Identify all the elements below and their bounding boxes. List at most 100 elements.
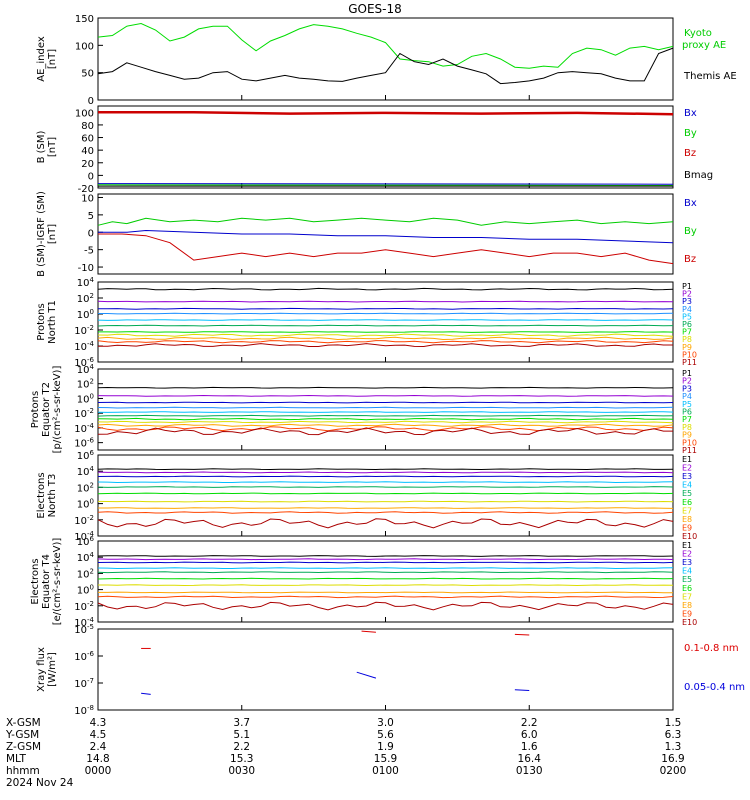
y-tick-label: 100 — [77, 308, 94, 321]
series-line-bz — [98, 233, 674, 265]
y-axis-label: Equator T2 — [41, 382, 52, 437]
series-line-e10 — [97, 601, 674, 611]
legend-bmag: Bmag — [684, 170, 713, 181]
ephemeris-value: 16.4 — [517, 753, 541, 765]
series-line-p9 — [97, 336, 674, 341]
legend-themis-ae: Themis AE — [683, 71, 737, 82]
legend-p1: P1 — [682, 282, 692, 291]
legend-p7: P7 — [682, 328, 692, 337]
y-tick-label: 60 — [81, 134, 94, 145]
y-tick-label: 80 — [81, 121, 94, 132]
panel-frame — [97, 281, 674, 363]
legend-bx: Bx — [684, 198, 697, 209]
y-tick-label: 10-4 — [74, 340, 94, 353]
y-tick-label: 100 — [77, 498, 94, 511]
legend-e8: E8 — [682, 601, 692, 610]
legend-e2: E2 — [682, 550, 692, 559]
legend-p9: P9 — [682, 431, 692, 440]
legend-by: By — [684, 128, 697, 139]
ephemeris-value: 1.3 — [664, 741, 682, 753]
ephemeris-label-zgsm: Z-GSM — [6, 741, 42, 753]
y-axis-label: [nT] — [47, 49, 58, 69]
y-tick-label: -20 — [78, 184, 94, 195]
series-line-bx — [98, 229, 674, 244]
legend-e9: E9 — [682, 523, 692, 532]
ephemeris-value: 5.1 — [233, 729, 251, 741]
y-axis-label: B (SM) — [36, 130, 47, 163]
series-line-p2 — [97, 394, 674, 397]
legend-kyoto: Kyoto — [684, 28, 712, 39]
ephemeris-value: 0000 — [84, 765, 112, 777]
y-axis-label: North T3 — [47, 474, 58, 518]
series-line-e10 — [97, 518, 674, 529]
ephemeris-label-ygsm: Y-GSM — [6, 729, 40, 741]
series-line-0-05-0-4-nm — [514, 689, 530, 692]
y-tick-label: 10-6 — [74, 650, 94, 663]
ephemeris-value: 4.5 — [89, 729, 107, 741]
y-tick-label: 50 — [81, 69, 94, 80]
panel-frame — [97, 17, 674, 101]
y-tick-label: 10-8 — [74, 704, 94, 717]
y-tick-label: 10-7 — [74, 677, 94, 690]
legend-e3: E3 — [682, 558, 692, 567]
legend-p4: P4 — [682, 305, 692, 314]
legend-e6: E6 — [682, 584, 692, 593]
ephemeris-value: 3.7 — [233, 717, 251, 729]
series-line-e9 — [97, 595, 674, 599]
legend-e6: E6 — [682, 498, 692, 507]
y-tick-label: 10-2 — [74, 514, 94, 527]
series-line-e5 — [97, 571, 674, 574]
legend-e7: E7 — [682, 592, 692, 601]
ephemeris-value: 0200 — [659, 765, 687, 777]
legend-p6: P6 — [682, 408, 692, 417]
ephemeris-value: 0100 — [372, 765, 399, 777]
y-tick-label: 10-2 — [74, 324, 94, 337]
panel-frame — [97, 454, 674, 537]
legend-0-1-0-8-nm: 0.1-0.8 nm — [684, 643, 739, 654]
series-line-0-1-0-8-nm — [514, 633, 530, 636]
ephemeris-value: 4.3 — [89, 717, 107, 729]
y-tick-label: 150 — [75, 14, 94, 25]
plot-title: GOES-18 — [348, 2, 402, 16]
y-tick-label: 10-2 — [74, 407, 94, 420]
legend-e1: E1 — [682, 455, 692, 464]
y-tick-label: 10-6 — [74, 437, 94, 450]
y-tick-label: 10-4 — [74, 530, 94, 543]
panel-frame — [97, 628, 674, 711]
ephemeris-value: 0130 — [515, 765, 543, 777]
series-line-0-05-0-4-nm — [141, 692, 151, 695]
y-axis-label: [nT] — [47, 224, 58, 244]
y-tick-label: 102 — [77, 378, 94, 391]
ephemeris-value: 3.0 — [377, 717, 394, 729]
legend-e3: E3 — [682, 472, 692, 481]
legend-p7: P7 — [682, 415, 692, 424]
y-tick-label: 100 — [75, 108, 94, 119]
legend-p2: P2 — [682, 290, 692, 299]
series-line-p1 — [97, 386, 674, 389]
series-line-p8 — [97, 420, 674, 424]
y-tick-label: 106 — [77, 449, 95, 462]
legend-e10: E10 — [682, 532, 697, 541]
y-axis-label: Electrons — [30, 558, 41, 604]
legend-p3: P3 — [682, 384, 692, 393]
series-line-kyoto-proxy-ae — [97, 22, 674, 69]
ephemeris-value: 15.9 — [373, 753, 398, 765]
y-tick-label: 100 — [77, 584, 94, 597]
legend-p5: P5 — [682, 400, 692, 409]
legend-p2: P2 — [682, 377, 692, 386]
ephemeris-value: 1.9 — [377, 741, 394, 753]
y-tick-label: 0 — [88, 96, 94, 107]
legend-e1: E1 — [682, 541, 692, 550]
series-line-e5 — [97, 486, 674, 488]
legend-p3: P3 — [682, 297, 692, 306]
panel-frame — [97, 368, 674, 451]
series-line-e3 — [97, 561, 674, 564]
ephemeris-label-xgsm: X-GSM — [6, 717, 41, 729]
y-tick-label: 10-2 — [74, 600, 94, 613]
y-tick-label: 102 — [77, 567, 94, 580]
ephemeris-value: 1.5 — [664, 717, 682, 729]
y-axis-label: [p/(cm²-s-sr-keV)] — [52, 366, 63, 454]
y-tick-label: 102 — [77, 292, 94, 305]
series-line-themis-ae — [97, 47, 674, 85]
